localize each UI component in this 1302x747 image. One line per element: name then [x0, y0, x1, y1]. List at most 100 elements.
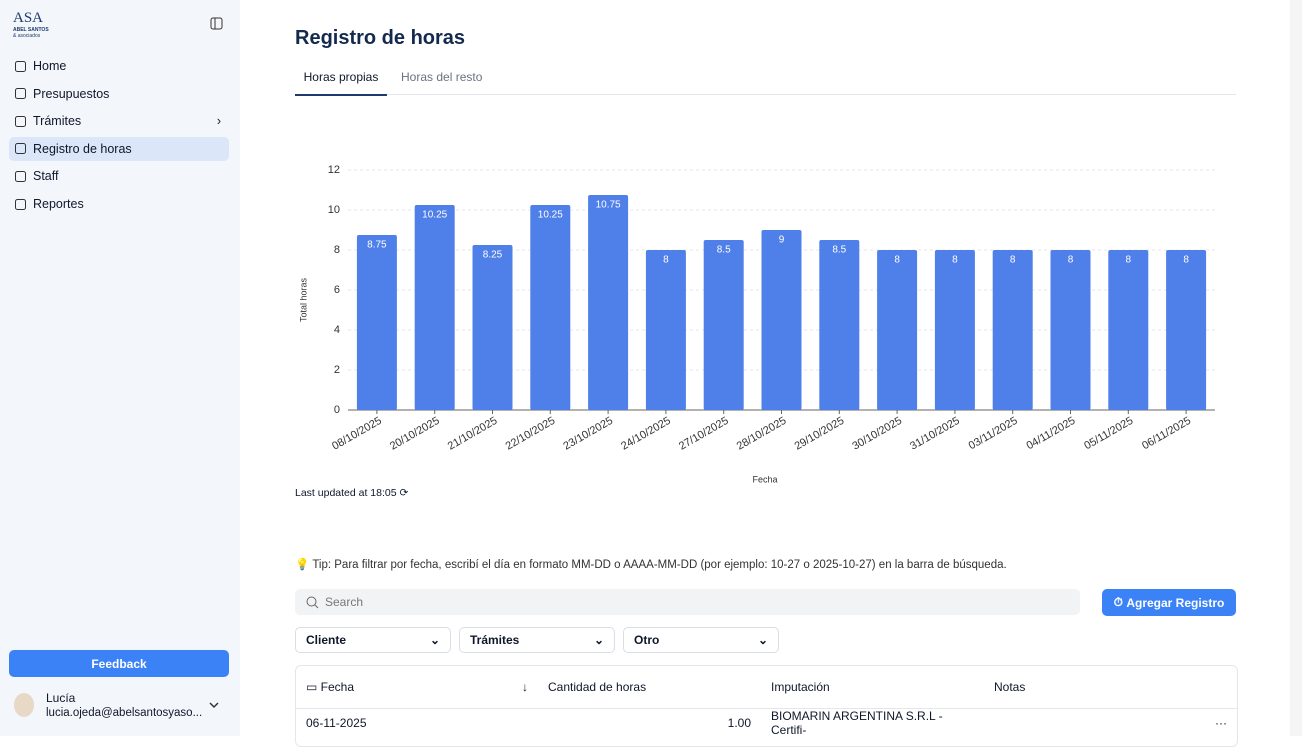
- filter-select[interactable]: Trámites ⌄: [459, 627, 615, 653]
- filter-select[interactable]: Otro ⌄: [623, 627, 779, 653]
- table-grid: ▭ Fecha ↓ Cantidad de horas Imputación No…: [296, 666, 1237, 737]
- filter-label: Trámites: [470, 633, 520, 647]
- nav-item[interactable]: Home: [9, 54, 229, 78]
- bar: [1108, 250, 1149, 410]
- column-header[interactable]: ▭ Fecha ↓: [306, 679, 528, 694]
- value-label: 8: [952, 255, 958, 266]
- value-label: 8: [1126, 255, 1132, 266]
- table-header: ▭ Fecha ↓ Cantidad de horas Imputación No…: [296, 666, 1237, 708]
- y-tick-label: 8: [334, 244, 340, 256]
- bar: [588, 195, 629, 410]
- value-label: 8.25: [483, 250, 503, 261]
- nav-item[interactable]: Reportes: [9, 192, 229, 216]
- x-tick-label: 22/10/2025: [504, 415, 558, 453]
- x-tick-label: 23/10/2025: [561, 415, 615, 453]
- logo: ASA ABEL SANTOS & asociados: [13, 10, 49, 39]
- x-tick-label: 08/10/2025: [330, 415, 384, 453]
- value-label: 8.5: [832, 245, 846, 256]
- tabs-border: [295, 94, 1236, 95]
- column-header[interactable]: Notas: [994, 679, 1026, 694]
- nav-item[interactable]: Staff: [9, 164, 229, 188]
- bar: [992, 250, 1033, 410]
- filter-label: Otro: [634, 633, 660, 647]
- nav-icon: [15, 115, 26, 127]
- nav-label: Home: [33, 59, 67, 73]
- column-header[interactable]: Cantidad de horas: [548, 679, 647, 694]
- column-label: Fecha: [320, 679, 355, 694]
- page-title: Registro de horas: [295, 27, 466, 49]
- value-label: 9: [779, 235, 785, 246]
- value-label: 8: [894, 255, 900, 266]
- collapse-icon[interactable]: [210, 17, 223, 30]
- value-label: 8: [663, 255, 669, 266]
- bar: [934, 250, 975, 410]
- chart: Total horas Fecha 0 2 4 6 8 10 12 08/10/2025 8.7…: [298, 164, 1215, 484]
- tip: 💡 Tip: Para filtrar por fecha, escribí e…: [295, 559, 1007, 571]
- nav-label: Reportes: [33, 197, 84, 211]
- scrollbar[interactable]: [1290, 0, 1302, 736]
- nav-item[interactable]: Trámites ›: [9, 109, 229, 133]
- tip-text: Tip: Para filtrar por fecha, escribí el …: [312, 559, 1007, 571]
- table-row[interactable]: 06-11-2025 1.00 BIOMARIN ARGENTINA S.R.L…: [296, 708, 1237, 737]
- bar: [1050, 250, 1091, 410]
- nav-chevron: ›: [216, 114, 221, 129]
- y-tick-label: 6: [334, 284, 340, 296]
- value-label: 8: [1068, 255, 1074, 266]
- nav-icon: [15, 170, 26, 182]
- nav-item[interactable]: Presupuestos: [9, 82, 229, 106]
- bar: [703, 240, 744, 410]
- x-tick-label: 06/11/2025: [1140, 415, 1193, 453]
- x-tick-label: 20/10/2025: [388, 415, 442, 453]
- bar: [819, 240, 860, 410]
- add-button[interactable]: ⏱ Agregar Registro: [1102, 589, 1236, 616]
- x-tick-label: 31/10/2025: [908, 415, 962, 453]
- cell-horas: 1.00: [727, 715, 751, 730]
- filter-label: Cliente: [306, 633, 347, 647]
- y-tick-label: 2: [334, 364, 340, 376]
- x-tick-label: 03/11/2025: [967, 415, 1020, 453]
- y-tick-label: 0: [334, 404, 340, 416]
- tab[interactable]: Horas propias: [295, 70, 387, 96]
- bar: [472, 245, 513, 410]
- x-tick-label: 28/10/2025: [735, 415, 789, 453]
- nav-icon: [15, 143, 26, 155]
- nav-label: Trámites: [33, 114, 82, 129]
- row-menu[interactable]: ···: [1215, 715, 1227, 730]
- nav-label: Presupuestos: [33, 86, 110, 101]
- x-axis-label: Fecha: [752, 474, 777, 484]
- cell-imputacion: BIOMARIN ARGENTINA S.R.L - Certifi-: [771, 708, 943, 737]
- cell-fecha: 06-11-2025: [306, 715, 367, 730]
- feedback-button[interactable]: Feedback: [9, 650, 229, 677]
- column-header[interactable]: Imputación: [771, 679, 830, 694]
- filter-chevron: ⌄: [757, 633, 768, 647]
- value-label: 10.25: [422, 210, 447, 221]
- bar: [761, 230, 802, 410]
- search-icon: [306, 596, 319, 608]
- nav-icon: [15, 198, 26, 210]
- tab[interactable]: Horas del resto: [401, 70, 483, 84]
- user-name: Lucía: [46, 691, 76, 705]
- y-axis-label: Total horas: [298, 277, 308, 322]
- x-tick-label: 21/10/2025: [446, 415, 500, 453]
- add-button-label: Agregar Registro: [1126, 595, 1225, 610]
- nav-item[interactable]: Registro de horas: [9, 136, 229, 161]
- value-label: 10.25: [538, 210, 563, 221]
- bar: [530, 205, 571, 410]
- search-input[interactable]: Search: [295, 589, 1080, 615]
- bar: [356, 235, 397, 410]
- user-email: lucia.ojeda@abelsantosyaso...: [46, 707, 203, 719]
- nav-icon: [15, 60, 26, 72]
- search-placeholder: Search: [325, 595, 364, 609]
- last-updated: Last updated at 18:05 ⟳: [295, 487, 409, 499]
- nav-label: Staff: [33, 169, 59, 184]
- value-label: 8.5: [717, 245, 731, 256]
- filter-select[interactable]: Cliente ⌄: [295, 627, 451, 653]
- table: ▭ Fecha ↓ Cantidad de horas Imputación No…: [295, 665, 1238, 747]
- value-label: 10.75: [596, 200, 621, 211]
- logo-letters: ASA: [13, 10, 44, 26]
- user-menu[interactable]: [209, 701, 219, 709]
- x-tick-label: 29/10/2025: [793, 415, 847, 453]
- x-tick-label: 27/10/2025: [677, 415, 731, 453]
- logo-name: ABEL SANTOS: [13, 27, 49, 33]
